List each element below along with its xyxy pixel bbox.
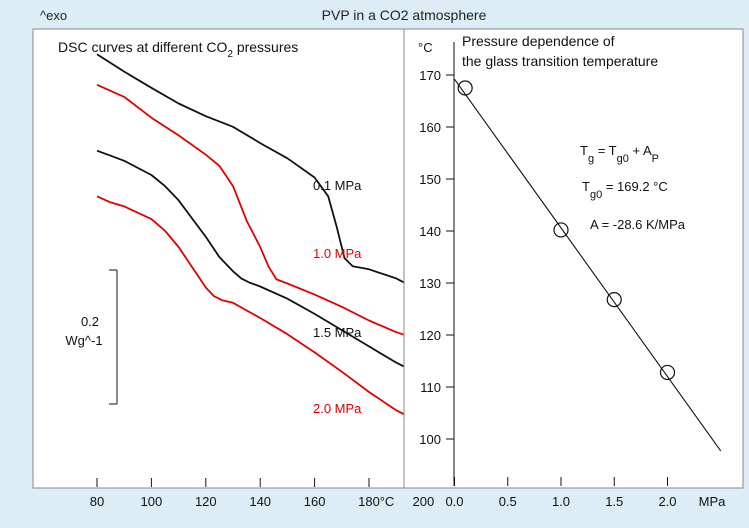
equation-a: A = -28.6 K/MPa: [590, 217, 686, 232]
y-tick-label: 110: [420, 380, 441, 395]
equation-tg: Tg = Tg0 + AP: [580, 143, 659, 165]
x-tick-label: 80: [90, 494, 104, 509]
y-tick-label: 120: [419, 328, 441, 343]
right-plot-title-line1: Pressure dependence of: [462, 33, 615, 49]
x-tick-label: 0.5: [499, 494, 517, 509]
x-tick-label: 200: [413, 494, 435, 509]
dsc-curve-0-1-mpa: [96, 53, 452, 309]
fit-equation: Tg = Tg0 + AP Tg0 = 169.2 °C A = -28.6 K…: [580, 143, 686, 232]
left-x-axis: 80 100 120 140 160 180 200: [90, 478, 434, 509]
right-plot-title-line2: the glass transition temperature: [462, 53, 658, 69]
left-curves: [96, 53, 452, 435]
data-point-marker: [457, 80, 473, 96]
x-tick-label: 1.0: [552, 494, 570, 509]
equation-tg0: Tg0 = 169.2 °C: [582, 179, 668, 201]
y-tick-label: 170: [419, 68, 441, 83]
x-tick-label: 0.0: [445, 494, 463, 509]
dsc-curve-1-0-mpa: [96, 83, 451, 344]
data-point-marker: [606, 292, 622, 308]
x-tick-label: 2.0: [658, 494, 676, 509]
dsc-curve-1-5-mpa: [96, 149, 451, 384]
y-tick-label: 130: [419, 276, 441, 291]
scale-bar-value: 0.2: [81, 314, 99, 329]
y-tick-label: 140: [419, 224, 441, 239]
fit-line: [454, 78, 722, 452]
series-label: 1.0 MPa: [313, 246, 362, 261]
right-points: [457, 80, 676, 381]
data-point-marker: [659, 364, 676, 381]
x-tick-label: 100: [141, 494, 163, 509]
left-series-labels: 0.1 MPa 1.0 MPa 1.5 MPa 2.0 MPa: [313, 178, 362, 416]
figure-title: PVP in a CO2 atmosphere: [322, 7, 487, 23]
dsc-curve-2-0-mpa: [96, 195, 451, 435]
x-tick-label: 140: [249, 494, 271, 509]
right-fit-line-group: [454, 78, 722, 452]
series-label: 2.0 MPa: [313, 401, 362, 416]
x-tick-label: 120: [195, 494, 217, 509]
right-axes: 100 110 120 130 140 150 160 170 0.0 0.5 1.0 1.5 2.0: [419, 42, 677, 509]
exo-direction-label: ^exo: [40, 8, 67, 23]
x-tick-label: 180: [358, 494, 380, 509]
right-plot-panel: [403, 28, 744, 489]
y-tick-label: 150: [419, 172, 441, 187]
left-plot-title: DSC curves at different CO2 pressures: [58, 39, 298, 60]
right-x-unit: MPa: [699, 494, 727, 509]
data-point-marker: [553, 222, 569, 238]
left-plot-panel: [32, 28, 405, 489]
scale-bar: 0.2 Wg^-1: [65, 269, 118, 405]
x-tick-label: 160: [304, 494, 326, 509]
series-label: 0.1 MPa: [313, 178, 362, 193]
right-y-unit: °C: [418, 40, 433, 55]
y-tick-label: 160: [419, 120, 441, 135]
series-label: 1.5 MPa: [313, 325, 362, 340]
left-x-unit: °C: [380, 494, 395, 509]
x-tick-label: 1.5: [605, 494, 623, 509]
y-tick-label: 100: [419, 432, 441, 447]
scale-bar-unit: Wg^-1: [65, 333, 102, 348]
